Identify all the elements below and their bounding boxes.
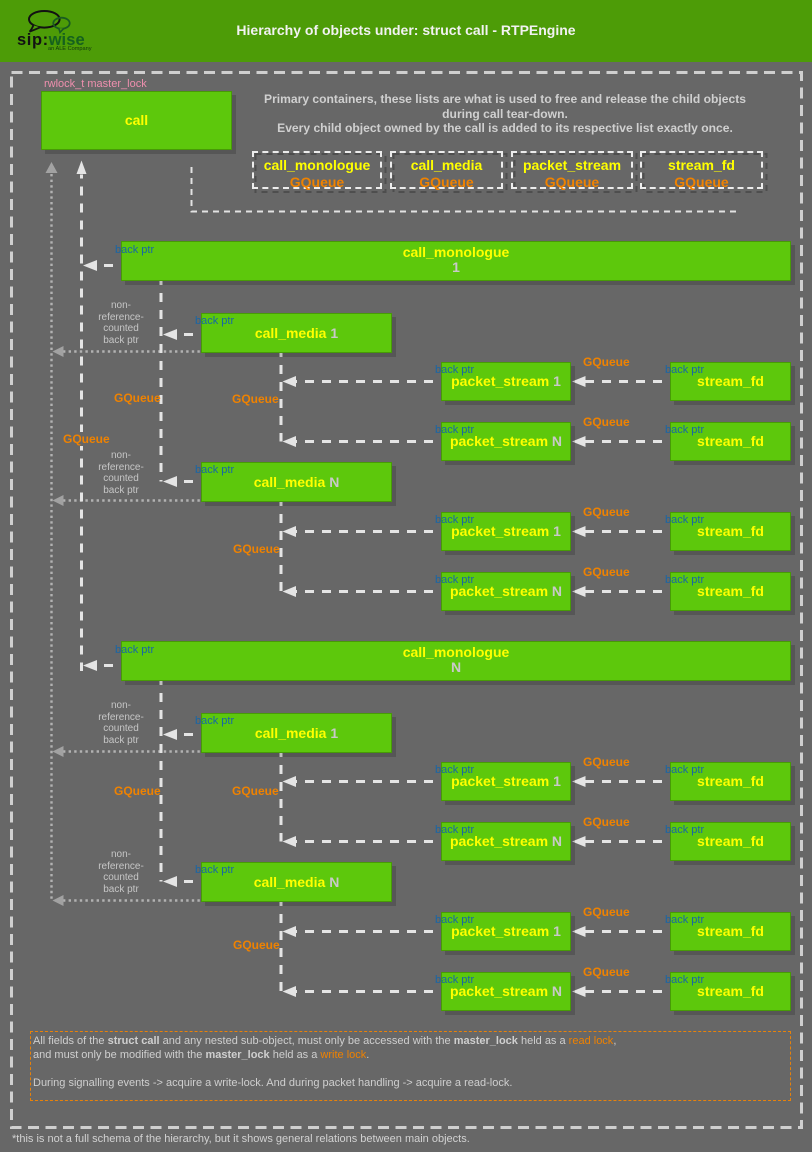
svg-text:sip:: sip: (17, 31, 49, 49)
svg-text:wise: wise (48, 31, 85, 49)
svg-text:an ALE Company: an ALE Company (48, 46, 92, 52)
